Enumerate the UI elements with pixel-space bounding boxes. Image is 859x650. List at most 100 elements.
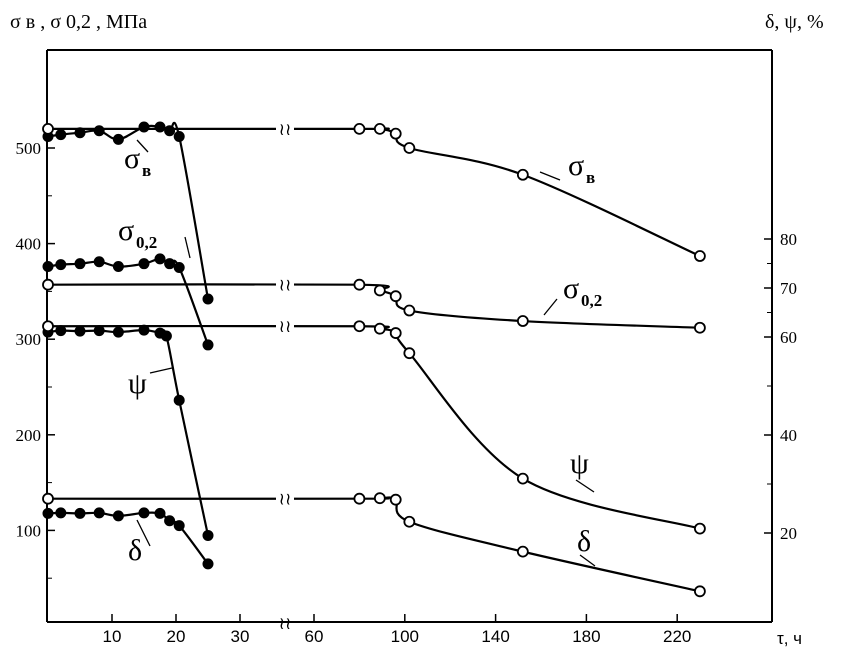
point-delta xyxy=(164,515,176,527)
point-sigma_b xyxy=(112,133,124,145)
break-glyph: ≀≀ xyxy=(279,490,292,509)
point-psi xyxy=(160,330,172,342)
point-psi xyxy=(55,325,67,337)
x-tick-label: 220 xyxy=(663,627,691,646)
point-psi_aged xyxy=(694,522,706,535)
point-psi xyxy=(112,326,124,338)
point-psi_aged xyxy=(516,472,529,485)
point-psi xyxy=(74,325,86,337)
point-psi_aged xyxy=(373,322,386,335)
point-sigma_02 xyxy=(74,258,86,270)
break-gap xyxy=(276,122,294,135)
point-psi_aged xyxy=(353,320,366,333)
right-tick-label: 80 xyxy=(780,230,797,249)
point-sigma_02_aged xyxy=(389,290,402,303)
point-delta xyxy=(42,507,54,519)
point-sigma_b_aged xyxy=(694,250,706,262)
point-psi xyxy=(173,394,185,406)
break-glyph: ≀≀ xyxy=(279,317,292,336)
point-sigma_02 xyxy=(93,256,105,268)
data-markers: ≀≀ ≀≀ ≀≀ ≀≀ xyxy=(42,120,706,598)
point-sigma_02_aged xyxy=(353,278,366,291)
axis-ticks: 100 200 300 400 500 20 40 60 70 80 10 20 30 60 100 140 1… xyxy=(16,139,798,646)
point-sigma_b xyxy=(173,131,185,143)
x-tick-label: 60 xyxy=(305,627,324,646)
point-sigma_02 xyxy=(164,258,176,270)
point-delta_aged xyxy=(353,492,366,505)
x-tick-label: 10 xyxy=(103,627,122,646)
curve-label-subscript: в xyxy=(586,168,595,187)
x-axis-title: τ, ч xyxy=(777,629,802,648)
point-delta xyxy=(74,507,86,519)
curve-label-subscript: в xyxy=(142,161,151,180)
label-leader-line xyxy=(149,367,173,374)
curve-label-sigma_02-2: σ 0,2 xyxy=(563,272,602,310)
point-sigma_02_aged xyxy=(373,284,386,297)
point-sigma_02 xyxy=(154,253,166,265)
point-sigma_b_aged xyxy=(353,122,366,135)
right-tick-label: 40 xyxy=(780,426,797,445)
x-tick-label: 30 xyxy=(231,627,250,646)
point-delta xyxy=(112,510,124,522)
curve-label-text: σ xyxy=(124,142,140,175)
point-sigma_b xyxy=(138,121,150,133)
point-delta_aged xyxy=(516,545,529,558)
point-sigma_02 xyxy=(42,261,54,273)
line-break-marks: ≀≀ ≀≀ ≀≀ ≀≀ xyxy=(276,120,294,509)
data-curves xyxy=(47,121,701,593)
label-leader-line xyxy=(184,236,191,259)
point-delta_aged xyxy=(42,492,54,505)
label-leader-line xyxy=(136,519,151,547)
label-leader-line xyxy=(543,298,558,316)
point-sigma_02 xyxy=(55,259,67,271)
point-sigma_02_aged xyxy=(42,278,54,291)
point-sigma_b xyxy=(154,121,166,133)
point-sigma_b_aged xyxy=(389,127,402,140)
curve-label-psi-2: ψ xyxy=(570,447,589,480)
curve-label-sigma_02-1: σ 0,2 xyxy=(118,214,157,252)
point-delta xyxy=(93,507,105,519)
curve-label-text: ψ xyxy=(128,367,147,400)
point-delta_aged xyxy=(403,515,416,528)
point-delta xyxy=(173,520,185,532)
left-axis-title: σ в , σ 0,2 , МПа xyxy=(10,11,147,33)
series-line-sigma_02 xyxy=(47,257,210,346)
point-delta xyxy=(202,558,214,570)
curve-label-subscript: 0,2 xyxy=(581,291,602,310)
point-sigma_b xyxy=(164,125,176,137)
x-tick-label: 180 xyxy=(572,627,600,646)
right-tick-label: 20 xyxy=(780,524,797,543)
series-line-psi xyxy=(47,329,210,536)
point-delta xyxy=(138,507,150,519)
point-sigma_02 xyxy=(138,258,150,270)
left-tick-label: 400 xyxy=(16,235,42,254)
curve-label-text: σ xyxy=(568,149,584,182)
point-sigma_b_aged xyxy=(42,122,54,135)
point-sigma_b_aged xyxy=(373,122,386,135)
point-sigma_b xyxy=(93,125,105,137)
label-leader-line xyxy=(575,479,595,493)
point-psi xyxy=(93,325,105,337)
right-tick-label: 70 xyxy=(780,279,797,298)
point-psi xyxy=(202,529,214,541)
curve-label-delta-1: δ xyxy=(128,534,142,567)
break-glyph: ≀≀ xyxy=(279,276,292,295)
point-sigma_b_aged xyxy=(516,168,529,181)
point-delta xyxy=(154,507,166,519)
curve-label-text: ψ xyxy=(570,447,589,480)
label-leader-line xyxy=(539,171,561,181)
curve-label-delta-2: δ xyxy=(577,525,591,558)
point-sigma_02 xyxy=(202,339,214,351)
curve-label-subscript: 0,2 xyxy=(136,233,157,252)
left-tick-label: 500 xyxy=(16,139,42,158)
point-sigma_b_aged xyxy=(403,142,416,154)
label-leader-line xyxy=(579,554,596,567)
x-tick-label: 100 xyxy=(391,627,419,646)
point-sigma_02_aged xyxy=(694,321,706,334)
point-psi_aged xyxy=(389,327,402,339)
point-sigma_02_aged xyxy=(516,315,529,327)
point-delta_aged xyxy=(373,492,386,505)
curve-label-text: σ xyxy=(563,272,579,305)
